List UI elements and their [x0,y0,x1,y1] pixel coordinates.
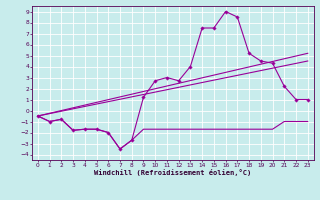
X-axis label: Windchill (Refroidissement éolien,°C): Windchill (Refroidissement éolien,°C) [94,169,252,176]
